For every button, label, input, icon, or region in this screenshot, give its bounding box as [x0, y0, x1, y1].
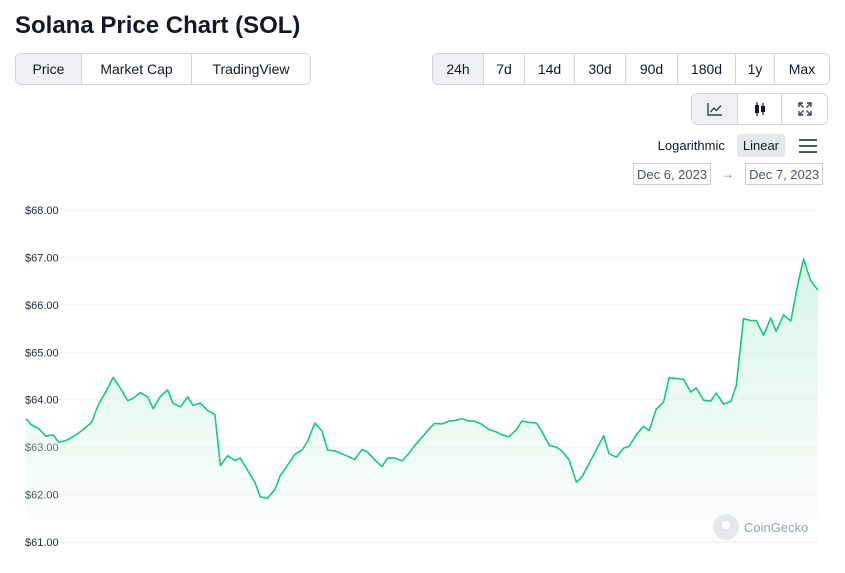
price-chart: $68.00$67.00$66.00$65.00$64.00$63.00$62.… — [25, 205, 819, 549]
scale-logarithmic[interactable]: Logarithmic — [657, 138, 725, 153]
price-area — [26, 258, 818, 542]
scale-linear[interactable]: Linear — [736, 134, 785, 157]
tab-market-cap[interactable]: Market Cap — [82, 54, 192, 84]
range-90d[interactable]: 90d — [626, 54, 678, 84]
line-chart-icon — [706, 103, 722, 116]
range-14d[interactable]: 14d — [525, 54, 575, 84]
hamburger-menu-icon[interactable] — [799, 138, 817, 153]
y-tick-label: $66.00 — [25, 300, 59, 312]
page-title: Solana Price Chart (SOL) — [15, 12, 301, 39]
line-chart-button[interactable] — [692, 94, 738, 124]
date-to-input[interactable]: Dec 7, 2023 — [745, 163, 824, 185]
fullscreen-button[interactable] — [782, 94, 827, 124]
price-line — [25, 258, 819, 500]
y-tick-label: $68.00 — [25, 205, 59, 217]
tab-price[interactable]: Price — [16, 54, 82, 84]
view-tabs: Price Market Cap TradingView — [15, 53, 311, 85]
candlestick-button[interactable] — [738, 94, 782, 124]
coingecko-logo-icon — [713, 514, 739, 540]
range-180d[interactable]: 180d — [678, 54, 736, 84]
date-range: Dec 6, 2023 → Dec 7, 2023 — [633, 163, 824, 185]
arrow-right-icon: → — [722, 167, 735, 181]
range-max[interactable]: Max — [775, 54, 829, 84]
watermark: CoinGecko — [713, 514, 808, 540]
y-tick-label: $65.00 — [25, 347, 59, 359]
y-tick-label: $64.00 — [25, 395, 59, 407]
chart-tools — [691, 93, 828, 125]
fullscreen-icon — [797, 102, 812, 116]
scale-toggle: Logarithmic Linear — [652, 134, 817, 157]
candlestick-icon — [754, 102, 765, 116]
range-7d[interactable]: 7d — [484, 54, 525, 84]
watermark-text: CoinGecko — [744, 519, 809, 535]
tab-tradingview[interactable]: TradingView — [192, 54, 310, 84]
range-1y[interactable]: 1y — [736, 54, 775, 84]
range-24h[interactable]: 24h — [433, 54, 484, 84]
range-tabs: 24h 7d 14d 30d 90d 180d 1y Max — [432, 53, 830, 85]
y-tick-label: $67.00 — [25, 252, 59, 264]
range-30d[interactable]: 30d — [575, 54, 626, 84]
date-from-input[interactable]: Dec 6, 2023 — [633, 163, 712, 185]
